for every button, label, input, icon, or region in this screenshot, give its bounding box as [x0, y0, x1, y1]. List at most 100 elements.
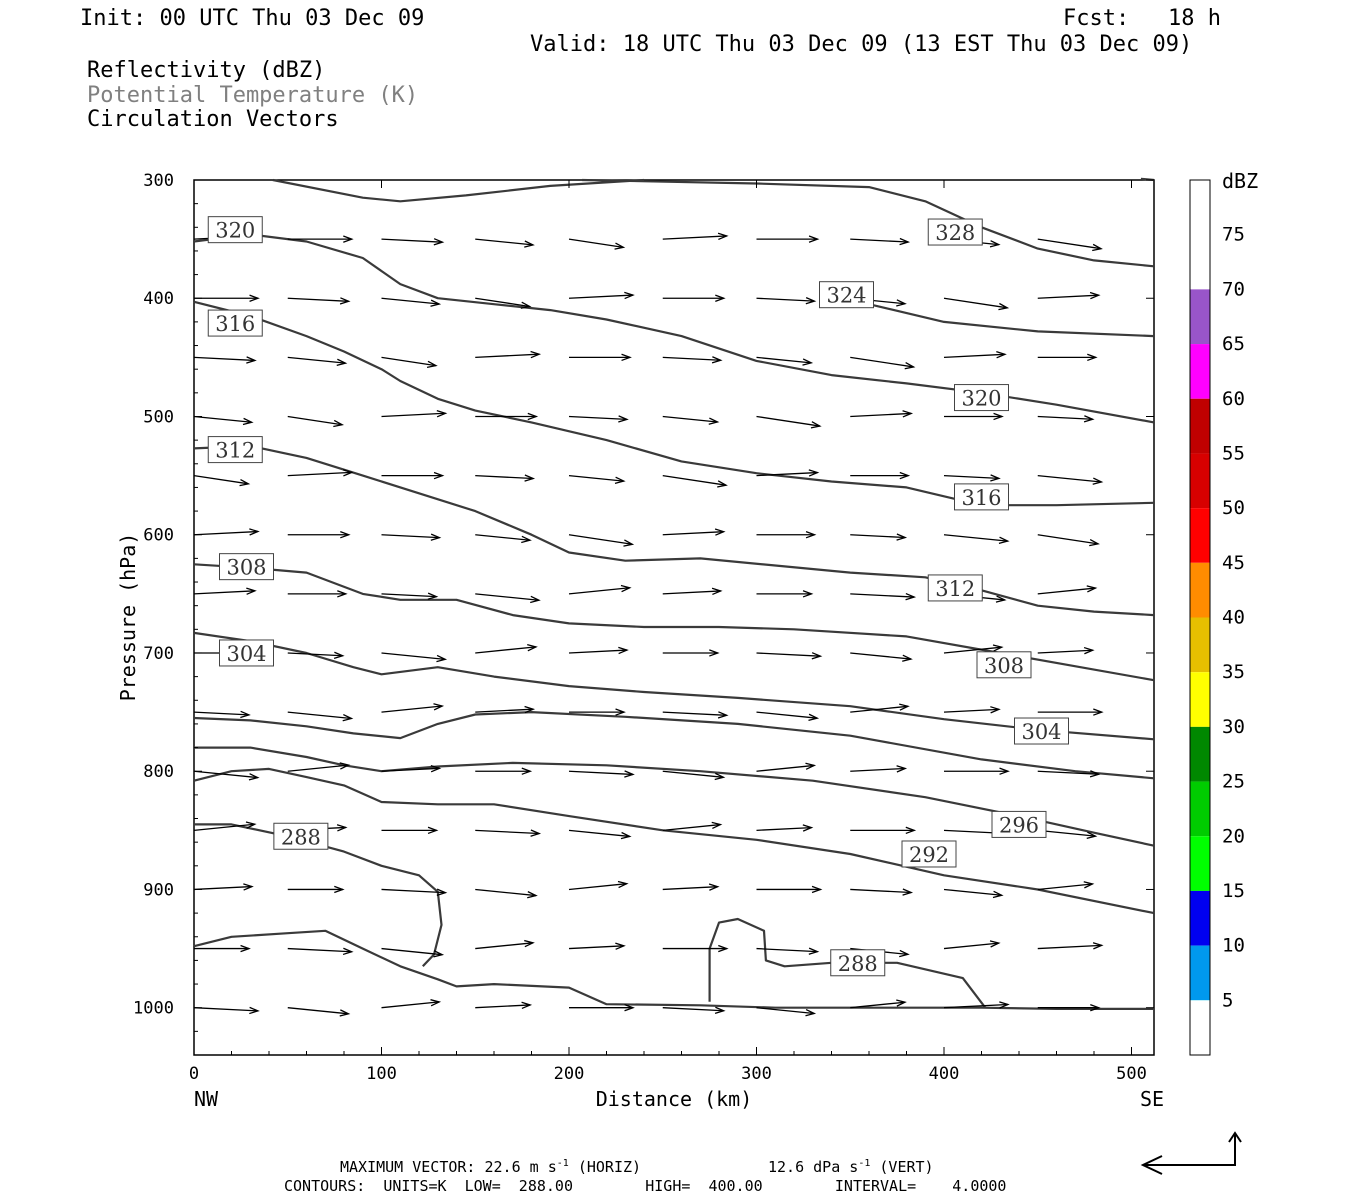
vector-arrow — [756, 356, 814, 366]
vector-shaft — [756, 356, 812, 364]
vector-head — [426, 360, 438, 369]
vector-shaft — [193, 530, 258, 536]
vector-arrow — [662, 944, 729, 953]
vector-head — [615, 708, 626, 716]
contour-label: 312 — [935, 577, 975, 601]
vector-head — [621, 353, 632, 362]
contour-label-box — [207, 309, 263, 337]
vector-shaft — [662, 415, 718, 423]
vector-arrow — [287, 415, 345, 428]
vector-arrow — [568, 880, 629, 891]
vector-arrow — [569, 1004, 635, 1012]
colorbar-cell — [1190, 945, 1210, 1001]
vector-arrow — [287, 1007, 351, 1017]
vector-arrow — [381, 533, 442, 541]
vector-shaft — [850, 412, 912, 418]
vector-head — [615, 942, 626, 950]
reference-vector-icon — [1140, 1131, 1242, 1175]
theta-contour-316-5 — [193, 300, 1155, 507]
vector-head — [802, 824, 814, 832]
vector-head — [427, 826, 439, 835]
vector-head — [989, 940, 1001, 948]
vector-shaft — [381, 888, 446, 894]
vector-shaft — [850, 534, 906, 539]
vector-head — [1092, 942, 1104, 950]
vector-head — [524, 240, 535, 248]
colorbar-label: 40 — [1222, 607, 1245, 629]
vector-arrow — [662, 415, 720, 425]
vector-arrow — [662, 356, 723, 364]
vector-head — [1083, 415, 1095, 423]
vector-arrow — [850, 765, 908, 773]
vector-shaft — [287, 711, 352, 720]
vector-head — [342, 469, 354, 477]
vector-arrow — [568, 474, 626, 484]
contour-label: 324 — [826, 284, 866, 308]
vector-shaft — [943, 297, 1008, 309]
vector-arrow — [287, 711, 354, 722]
vector-arrow — [287, 297, 351, 305]
vector-arrow — [381, 826, 439, 835]
vector-head — [340, 531, 351, 539]
vector-arrow — [194, 944, 251, 953]
vector-head — [249, 294, 260, 302]
vector-arrow — [568, 291, 635, 300]
x-label-se: SE — [1140, 1087, 1164, 1111]
vector-head — [1089, 770, 1101, 778]
max-vector-text: MAXIMUM VECTOR: 22.6 m s-1 (HORIZ) — [340, 1158, 641, 1176]
vector-shaft — [193, 590, 255, 595]
vector-shaft — [943, 888, 1002, 896]
vector-head — [1089, 291, 1101, 300]
vector-shaft — [1037, 944, 1102, 950]
vector-shaft — [568, 534, 633, 545]
vector-arrow — [475, 644, 538, 654]
vector-arrow — [475, 534, 532, 544]
vector-shaft — [475, 593, 539, 601]
vector-arrow — [662, 294, 726, 302]
contour-label: 320 — [961, 387, 1001, 411]
vector-shaft — [662, 235, 727, 240]
vector-arrow — [1037, 770, 1101, 778]
y-tick-label: 800 — [143, 762, 174, 782]
vector-shaft — [756, 1007, 815, 1015]
vector-arrow — [193, 587, 257, 595]
contour-label-box — [830, 949, 886, 977]
contour-label-box — [976, 651, 1032, 679]
contour-label-box — [1014, 717, 1069, 745]
vector-shaft — [1037, 883, 1093, 891]
y-tick-label: 300 — [143, 171, 174, 191]
vector-shaft — [756, 652, 821, 657]
vector-arrow — [381, 652, 448, 663]
vector-head — [524, 474, 536, 482]
colorbar-cell — [1190, 781, 1210, 837]
vector-shaft — [381, 1001, 440, 1009]
vector-arrow — [944, 767, 1010, 775]
vector-arrow — [287, 469, 354, 477]
vector-arrow — [381, 471, 445, 480]
forecast-label: Fcst: — [1063, 6, 1129, 31]
vector-shaft — [287, 471, 352, 477]
vector-arrow — [475, 829, 542, 837]
vector-head — [430, 299, 442, 307]
vector-arrow — [1037, 534, 1100, 547]
vector-shaft — [568, 587, 630, 595]
vector-shaft — [662, 1007, 724, 1012]
vector-arrow — [1037, 1004, 1101, 1012]
vector-arrow — [1037, 646, 1095, 655]
vector-arrow — [193, 1006, 260, 1015]
vector-arrow — [381, 888, 448, 896]
vector-head — [802, 590, 814, 598]
vector-head — [711, 587, 723, 596]
x-tick-label: 200 — [554, 1064, 585, 1084]
vector-shaft — [943, 646, 1002, 654]
vector-arrow — [1037, 353, 1098, 362]
x-tick-label: 100 — [366, 1064, 397, 1084]
vector-shaft — [1037, 238, 1102, 250]
vector-shaft — [568, 415, 627, 421]
vector-arrow — [568, 942, 626, 950]
forecast-hour: 18 h — [1168, 6, 1221, 31]
theta-contour-328-0 — [272, 178, 645, 203]
contour-label: 312 — [215, 439, 255, 463]
vector-arrow — [381, 238, 445, 246]
vector-shaft — [475, 474, 534, 480]
